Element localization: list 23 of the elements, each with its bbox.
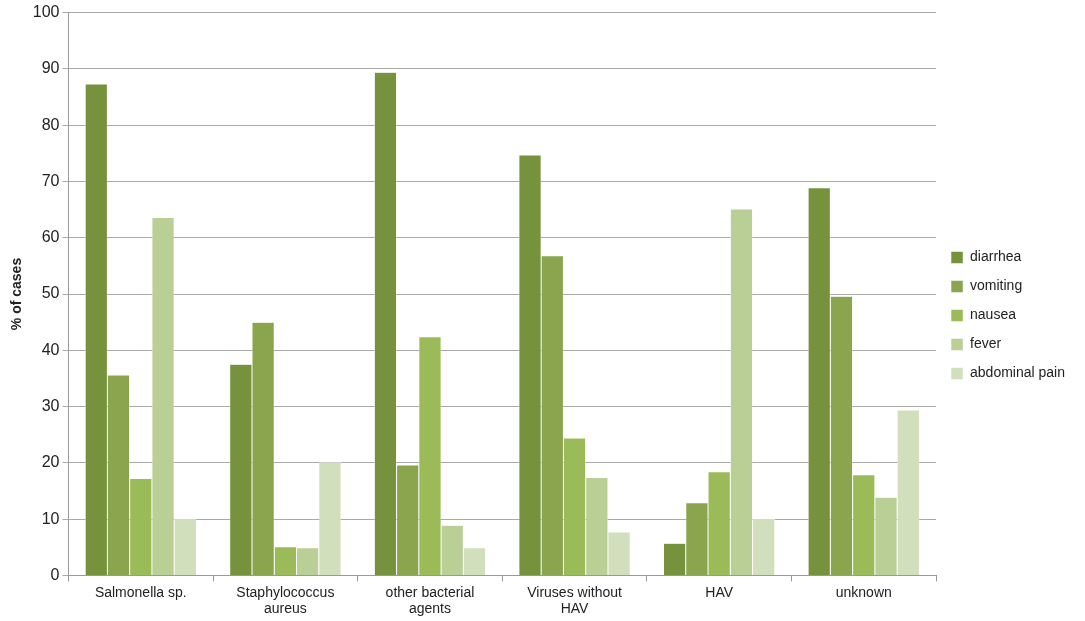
x-tick-label: Salmonella sp. — [94, 583, 187, 600]
legend-label: diarrhea — [970, 248, 1022, 265]
y-tick-label: 30 — [41, 396, 60, 414]
y-tick-label: 100 — [32, 3, 60, 21]
x-tick-label: Viruses without HAV — [527, 583, 623, 617]
x-tick-label: other bacterial agents — [385, 583, 475, 617]
y-tick-label: 10 — [41, 509, 60, 527]
legend-label: fever — [970, 335, 1002, 352]
legend-label: abdominal pain — [970, 364, 1066, 381]
legend-label: vomiting — [970, 277, 1023, 294]
x-tick-label: unknown — [835, 583, 892, 600]
y-tick-label: 60 — [41, 228, 60, 246]
x-tick-label: HAV — [705, 583, 734, 600]
y-tick-label: 90 — [41, 59, 60, 77]
y-tick-label: 0 — [50, 565, 60, 583]
y-tick-label: 80 — [41, 115, 60, 133]
y-axis-title: % of cases — [8, 257, 25, 331]
legend-label: nausea — [970, 306, 1017, 323]
y-tick-label: 50 — [41, 284, 60, 302]
y-tick-label: 40 — [41, 340, 60, 358]
y-tick-label: 70 — [41, 171, 60, 189]
y-tick-label: 20 — [41, 453, 60, 471]
x-tick-label: Staphylococcus aureus — [236, 583, 335, 617]
